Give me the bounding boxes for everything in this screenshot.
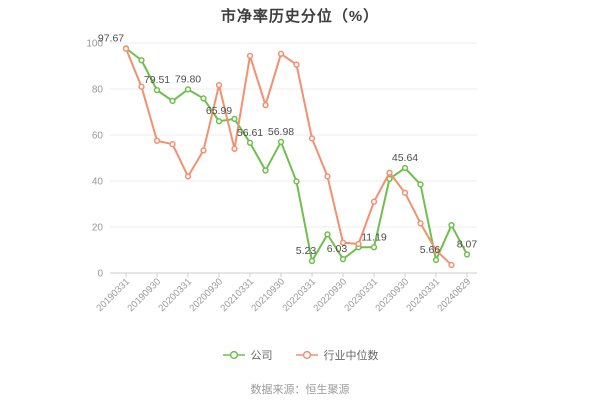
data-point-label: 65.99 bbox=[206, 105, 232, 117]
legend-item-company[interactable]: 公司 bbox=[222, 347, 273, 363]
data-point-marker bbox=[262, 101, 269, 109]
legend-item-label: 行业中位数 bbox=[323, 350, 379, 362]
data-point-label: 11.19 bbox=[361, 231, 387, 243]
data-point-label: 97.67 bbox=[98, 32, 124, 44]
data-point-marker bbox=[138, 57, 145, 64]
data-point-marker bbox=[184, 86, 192, 93]
data-point-marker bbox=[370, 198, 378, 205]
data-point-marker bbox=[463, 251, 471, 258]
y-axis-tick-label: 20 bbox=[92, 223, 104, 234]
data-point-marker bbox=[448, 261, 455, 269]
data-point-marker bbox=[277, 138, 285, 146]
x-axis-tick-label: 20240829 bbox=[435, 276, 473, 314]
data-point-marker bbox=[370, 244, 378, 251]
data-point-marker bbox=[122, 45, 130, 52]
legend-line-icon bbox=[222, 350, 245, 360]
data-point-marker bbox=[169, 141, 176, 148]
data-point-marker bbox=[262, 167, 269, 174]
y-axis-tick-label: 40 bbox=[92, 177, 104, 188]
data-point-marker bbox=[231, 115, 238, 123]
source-note: 数据来源：恒生聚源 bbox=[250, 384, 350, 396]
data-point-marker bbox=[401, 189, 409, 196]
y-axis-tick-label: 60 bbox=[92, 131, 104, 142]
legend-line-icon bbox=[295, 350, 318, 360]
data-point-marker bbox=[293, 178, 300, 185]
data-point-marker bbox=[169, 97, 176, 105]
data-point-marker bbox=[231, 145, 238, 152]
data-point-marker bbox=[324, 173, 331, 180]
data-point-marker bbox=[432, 247, 440, 254]
data-point-marker bbox=[308, 257, 316, 265]
data-point-marker bbox=[355, 240, 362, 248]
data-point-marker bbox=[215, 81, 223, 89]
data-point-marker bbox=[246, 139, 254, 146]
data-point-label: 56.61 bbox=[237, 127, 263, 139]
legend-item-industry-median[interactable]: 行业中位数 bbox=[295, 347, 379, 363]
data-point-label: 5.66 bbox=[420, 244, 441, 256]
data-point-marker bbox=[200, 95, 207, 102]
data-point-marker bbox=[417, 220, 424, 227]
series-company bbox=[122, 45, 471, 265]
data-point-marker bbox=[184, 173, 192, 180]
data-point-marker bbox=[153, 137, 161, 144]
data-point-marker bbox=[448, 222, 455, 229]
data-point-marker bbox=[246, 52, 254, 60]
y-axis-tick-label: 100 bbox=[86, 39, 103, 50]
data-point-marker bbox=[401, 164, 409, 172]
data-point-label: 6.03 bbox=[327, 243, 348, 255]
data-point-label: 79.51 bbox=[144, 74, 170, 86]
data-point-marker bbox=[138, 83, 145, 90]
data-point-label: 79.80 bbox=[175, 73, 201, 85]
chart-title: 市净率历史分位（%） bbox=[220, 8, 380, 25]
data-point-marker bbox=[215, 118, 223, 125]
legend: 公司 行业中位数 bbox=[0, 347, 600, 363]
data-point-marker bbox=[308, 135, 316, 142]
data-point-marker bbox=[432, 256, 440, 264]
data-point-marker bbox=[200, 147, 207, 154]
series-line bbox=[125, 47, 453, 266]
data-point-marker bbox=[277, 50, 285, 57]
y-axis-tick-label: 80 bbox=[92, 85, 104, 96]
data-point-label: 45.64 bbox=[392, 152, 418, 164]
data-point-marker bbox=[339, 239, 347, 246]
series-industry-median bbox=[122, 45, 455, 269]
data-point-marker bbox=[339, 255, 347, 263]
data-point-marker bbox=[386, 169, 393, 176]
data-point-marker bbox=[417, 181, 424, 188]
data-point-label: 5.23 bbox=[296, 245, 317, 257]
y-axis-tick-label: 0 bbox=[97, 269, 103, 280]
line-chart: 0204060801002019033120190930202003312020… bbox=[86, 32, 478, 314]
data-point-marker bbox=[153, 86, 161, 94]
data-point-marker bbox=[293, 61, 300, 68]
data-point-label: 56.98 bbox=[268, 126, 294, 138]
data-point-marker bbox=[324, 231, 331, 238]
legend-item-label: 公司 bbox=[250, 350, 273, 362]
data-point-label: 8.07 bbox=[457, 238, 478, 250]
